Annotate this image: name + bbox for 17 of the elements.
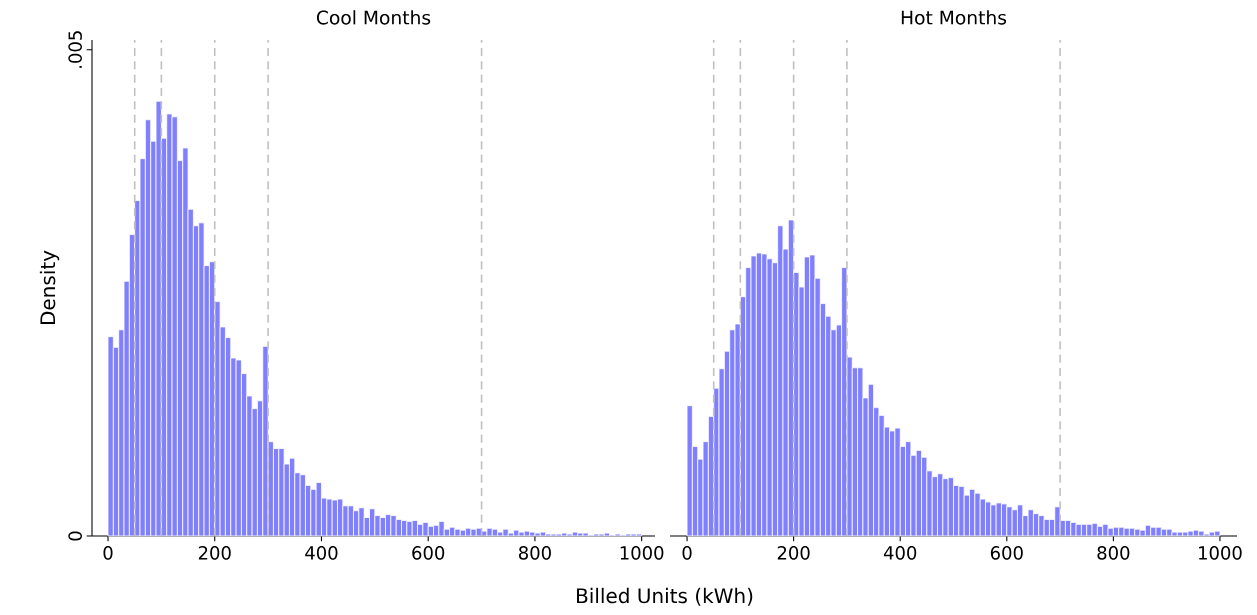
x-tick-label: 200 — [777, 546, 810, 560]
x-tick-label: 0 — [682, 546, 692, 560]
x-tick-label: 800 — [518, 546, 551, 560]
x-tick-label: 1000 — [620, 546, 664, 560]
x-tick-label: 800 — [1097, 546, 1130, 560]
x-tick-label: 600 — [412, 546, 445, 560]
x-axis-title: Billed Units (kWh) — [577, 587, 753, 606]
chart-title: Hot Months — [901, 10, 1007, 25]
y-axis-title: Density — [39, 250, 60, 325]
x-tick-label: 0 — [103, 546, 113, 560]
x-tick-label: 400 — [883, 546, 917, 560]
chart-title: Cool Months — [316, 10, 431, 25]
x-tick-label: 1000 — [1199, 546, 1242, 560]
x-tick-label: 400 — [305, 546, 338, 560]
x-tick-label: 600 — [990, 546, 1023, 560]
x-tick-label: 200 — [198, 546, 231, 560]
y-tick-label: .005 — [68, 31, 82, 68]
